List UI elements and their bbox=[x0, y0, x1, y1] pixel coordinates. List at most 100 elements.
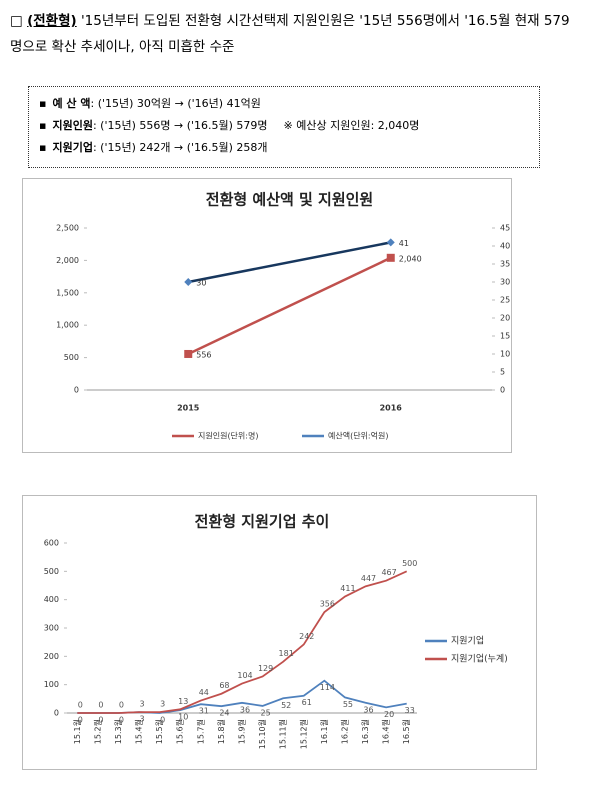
data-label: 24 bbox=[219, 709, 229, 718]
marker bbox=[184, 278, 193, 286]
data-label: 129 bbox=[258, 664, 273, 673]
data-label: 44 bbox=[199, 688, 209, 697]
line-text: : ('15년) 30억원 → ('16년) 41억원 bbox=[90, 97, 261, 110]
data-label: 31 bbox=[199, 707, 209, 716]
y-tick-label: 500 bbox=[64, 353, 79, 362]
legend-label: 예산액(단위:억원) bbox=[328, 431, 388, 441]
y2-tick-label: 10 bbox=[500, 350, 510, 359]
y2-tick-label: 40 bbox=[500, 242, 510, 251]
data-label: 61 bbox=[302, 698, 312, 707]
y-tick-label: 0 bbox=[54, 709, 59, 718]
intro-label: (전환형) bbox=[27, 13, 77, 29]
data-label: 3 bbox=[140, 715, 145, 724]
data-label: 30 bbox=[196, 279, 206, 288]
data-label: 36 bbox=[240, 705, 250, 714]
x-tick-label: 15.2월 bbox=[92, 719, 102, 744]
data-label: 25 bbox=[260, 708, 270, 717]
legend-label: 지원인원(단위:명) bbox=[198, 431, 258, 441]
y-tick-label: 600 bbox=[44, 539, 59, 548]
x-tick-label: 16.4월 bbox=[381, 719, 391, 744]
y-tick-label: 300 bbox=[44, 624, 59, 633]
y2-tick-label: 25 bbox=[500, 296, 510, 305]
data-label: 467 bbox=[381, 568, 396, 577]
y2-tick-label: 45 bbox=[500, 224, 510, 233]
y-tick-label: 500 bbox=[44, 567, 59, 576]
data-label: 0 bbox=[119, 701, 124, 710]
data-label: 356 bbox=[320, 600, 335, 609]
legend-label: 지원기업 bbox=[451, 636, 484, 647]
x-tick-label: 15.3월 bbox=[113, 719, 123, 744]
box-line: ▪ 예 산 액: ('15년) 30억원 → ('16년) 41억원 bbox=[39, 97, 261, 110]
data-label: 33 bbox=[405, 706, 415, 715]
data-label: 556 bbox=[196, 350, 211, 359]
data-label: 0 bbox=[78, 716, 83, 725]
line-label: 지원기업 bbox=[52, 141, 93, 154]
data-label: 114 bbox=[320, 683, 335, 692]
data-label: 55 bbox=[343, 700, 353, 709]
x-tick-label: 15.12월 bbox=[298, 719, 308, 749]
series-line bbox=[187, 256, 392, 356]
data-label: 41 bbox=[399, 239, 409, 248]
intro: □ (전환형) '15년부터 도입된 전환형 시간선택제 지원인원은 '15년 … bbox=[10, 8, 570, 60]
y2-tick-label: 15 bbox=[500, 332, 510, 341]
data-label: 447 bbox=[361, 574, 376, 583]
data-label: 0 bbox=[160, 716, 165, 725]
marker bbox=[184, 349, 193, 358]
y-tick-label: 1,500 bbox=[56, 288, 79, 297]
y-tick-label: 2,000 bbox=[56, 256, 79, 265]
x-tick-label: 16.3월 bbox=[360, 719, 370, 744]
data-label: 0 bbox=[98, 716, 103, 725]
data-label: 10 bbox=[178, 713, 188, 722]
y2-tick-label: 35 bbox=[500, 260, 510, 269]
data-label: 0 bbox=[119, 716, 124, 725]
data-label: 52 bbox=[281, 701, 291, 710]
legend-label: 지원기업(누계) bbox=[451, 653, 508, 665]
y-tick-label: 400 bbox=[44, 595, 59, 604]
x-tick-label: 2015 bbox=[177, 404, 200, 413]
y-tick-label: 100 bbox=[44, 680, 59, 689]
data-label: 20 bbox=[384, 710, 394, 719]
data-label: 2,040 bbox=[399, 254, 422, 263]
data-label: 36 bbox=[363, 705, 373, 714]
x-tick-label: 16.1월 bbox=[319, 719, 329, 744]
x-tick-label: 15.11월 bbox=[278, 719, 288, 749]
marker bbox=[386, 253, 395, 262]
line-label: 지원인원 bbox=[52, 119, 93, 132]
chart-border bbox=[22, 495, 537, 770]
x-tick-label: 15.4월 bbox=[134, 719, 144, 744]
chart-title: 전환형 지원기업 추이 bbox=[195, 513, 330, 531]
y2-tick-label: 30 bbox=[500, 278, 510, 287]
data-label: 500 bbox=[402, 559, 417, 568]
data-label: 0 bbox=[78, 701, 83, 710]
x-tick-label: 15.10월 bbox=[257, 719, 267, 749]
bullet: □ bbox=[10, 13, 23, 29]
x-tick-label: 15.9월 bbox=[237, 719, 247, 744]
series-line bbox=[77, 570, 408, 714]
data-label: 13 bbox=[178, 697, 188, 706]
chart: 전환형 예산액 및 지원인원 0 500 1,000 1,500 2,000 2,500 0 5… bbox=[22, 178, 512, 453]
x-tick-label: 15.5월 bbox=[154, 719, 164, 744]
data-label: 242 bbox=[299, 632, 314, 641]
intro-text: '15년부터 도입된 전환형 시간선택제 지원인원은 '15년 556명에서 '… bbox=[10, 13, 570, 55]
chart-border bbox=[22, 178, 512, 453]
y-tick-label: 1,000 bbox=[56, 321, 79, 330]
x-tick-label: 16.5월 bbox=[401, 719, 411, 744]
line-label: 예 산 액 bbox=[52, 97, 91, 110]
line-text: : ('15년) 242개 → ('16.5월) 258개 bbox=[92, 141, 268, 154]
summary-box: ▪ 예 산 액: ('15년) 30억원 → ('16년) 41억원 ▪ 지원인원:… bbox=[28, 86, 540, 168]
x-tick-label: 15.6월 bbox=[175, 719, 185, 744]
line-text: : ('15년) 556명 → ('16.5월) 579명 bbox=[92, 119, 268, 132]
x-tick-label: 16.2월 bbox=[339, 719, 349, 744]
data-label: 3 bbox=[160, 700, 165, 709]
chart-title: 전환형 예산액 및 지원인원 bbox=[206, 191, 373, 209]
x-tick-label: 2016 bbox=[380, 404, 403, 413]
x-tick-label: 15.8월 bbox=[216, 719, 226, 744]
data-label: 0 bbox=[98, 701, 103, 710]
box-line: ▪ 지원기업: ('15년) 242개 → ('16.5월) 258개 bbox=[39, 141, 268, 154]
data-label: 104 bbox=[237, 671, 252, 680]
data-label: 181 bbox=[279, 649, 294, 658]
y-tick-label: 0 bbox=[74, 386, 79, 395]
y-tick-label: 200 bbox=[44, 652, 59, 661]
